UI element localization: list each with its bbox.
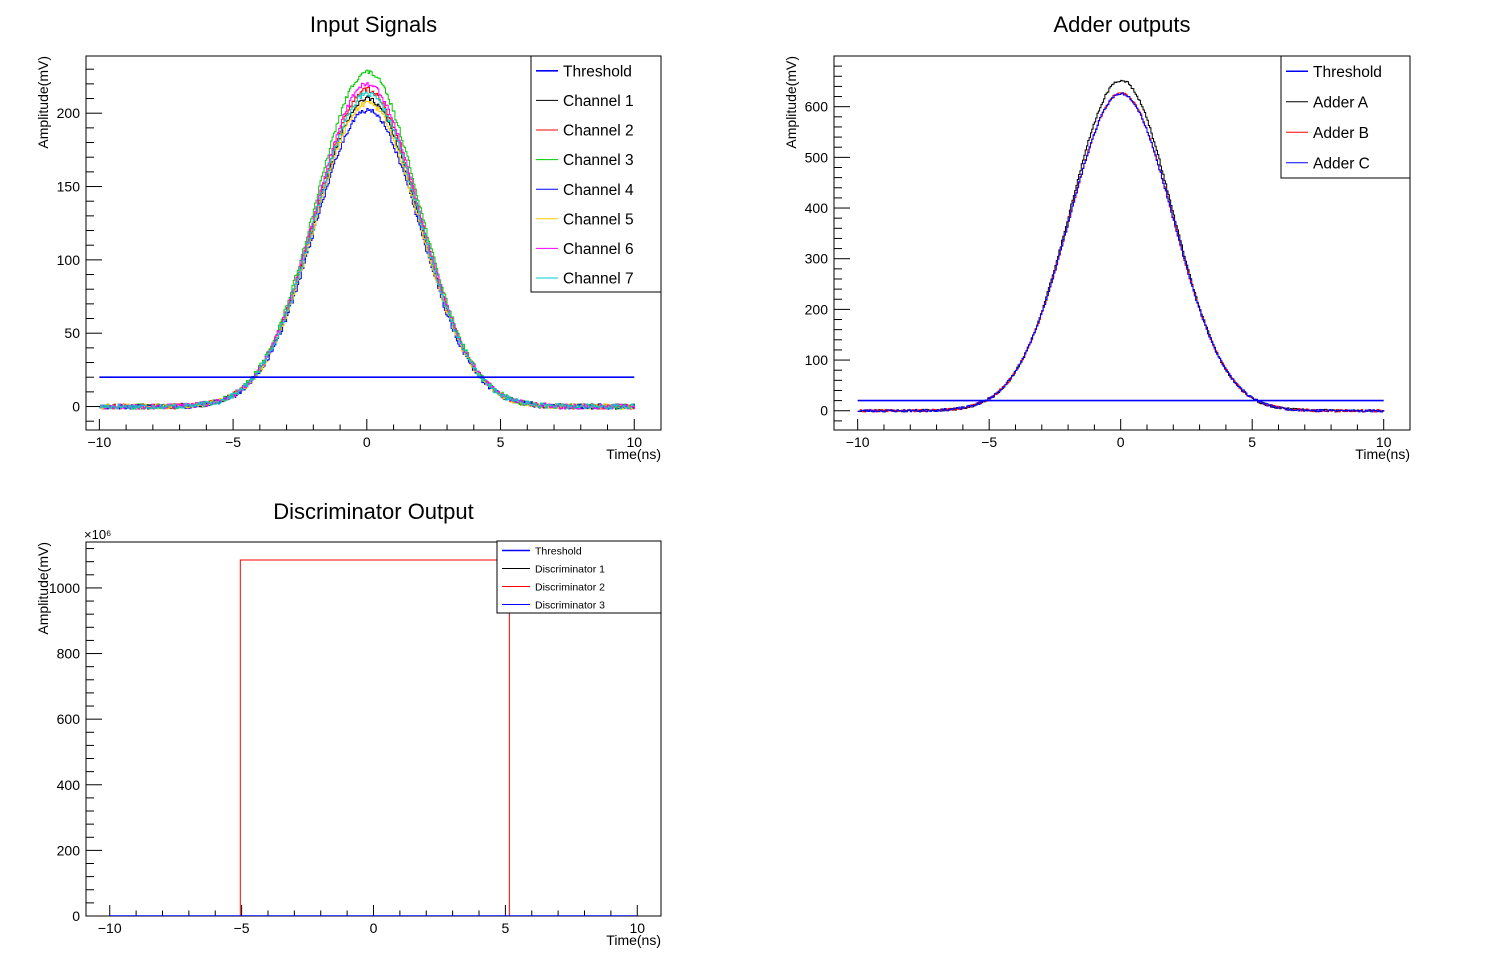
legend-label: Channel 3	[563, 152, 634, 169]
y-tick-label: 200	[57, 105, 81, 121]
y-tick-label: 1000	[49, 580, 80, 596]
y-tick-label: 200	[805, 301, 829, 317]
series-line-discriminator-2	[109, 559, 638, 916]
y-tick-label: 0	[72, 399, 80, 415]
legend-box	[496, 540, 662, 614]
x-tick-label: −5	[234, 920, 250, 936]
chart-title: Input Signals	[310, 12, 437, 37]
y-axis-label: Amplitude(mV)	[783, 56, 799, 149]
x-tick-label: −10	[98, 920, 122, 936]
legend-label: Adder A	[1313, 94, 1369, 111]
x-tick-label: 5	[501, 920, 509, 936]
x-axis-label: Time(ns)	[606, 446, 661, 462]
y-tick-label: 100	[805, 352, 829, 368]
x-tick-label: −10	[87, 434, 111, 450]
y-tick-label: 400	[805, 200, 829, 216]
x-tick-label: 5	[1248, 434, 1256, 450]
series-line-adder-c	[857, 92, 1385, 413]
legend-label: Threshold	[563, 63, 632, 80]
legend-label: Channel 5	[563, 211, 634, 228]
x-tick-label: 10	[626, 434, 642, 450]
x-tick-label: −5	[981, 434, 997, 450]
x-tick-label: 10	[1376, 434, 1392, 450]
y-tick-label: 600	[57, 711, 81, 727]
y-tick-label: 150	[57, 179, 81, 195]
x-tick-label: 5	[497, 434, 505, 450]
y-tick-label: 600	[805, 99, 829, 115]
x-tick-label: −5	[225, 434, 241, 450]
discriminator-output-panel: Discriminator Output −10 −5 0 5 10 0 200 400 600 8…	[35, 499, 662, 948]
legend-label: Channel 1	[563, 93, 634, 110]
adder-outputs-panel: Adder outputs−10 −5 0 5 10010020030040050060…	[783, 12, 1411, 462]
legend-label: Adder C	[1313, 155, 1370, 172]
y-tick-label: 0	[72, 908, 80, 924]
y-tick-label: 100	[57, 252, 81, 268]
legend-label: Discriminator 3	[535, 599, 605, 611]
legend-box	[1280, 55, 1411, 179]
legend-label: Channel 2	[563, 123, 634, 140]
plot-frame	[833, 55, 1411, 431]
y-axis-label: Amplitude(mV)	[35, 542, 51, 635]
legend-label: Channel 6	[563, 241, 634, 258]
legend-label: Discriminator 1	[535, 563, 605, 575]
legend-label: Adder B	[1313, 125, 1369, 142]
legend-label: Channel 7	[563, 271, 634, 288]
series-line-channel-7	[99, 91, 635, 410]
x-tick-label: 0	[370, 920, 378, 936]
legend-label: Channel 4	[563, 182, 634, 199]
x-axis-label: Time(ns)	[606, 932, 661, 948]
x-tick-label: 0	[1117, 434, 1125, 450]
y-tick-label: 0	[820, 403, 828, 419]
y-tick-label: 400	[57, 777, 81, 793]
y-tick-label: 300	[805, 251, 829, 267]
legend-box	[530, 55, 662, 293]
x-axis-label: Time(ns)	[1355, 446, 1410, 462]
legend-label: Threshold	[535, 545, 582, 557]
legend-label: Discriminator 2	[535, 581, 605, 593]
chart-title: Adder outputs	[1054, 12, 1191, 37]
legend-label: Threshold	[1313, 64, 1382, 81]
x-tick-label: 0	[363, 434, 371, 450]
x-tick-label: −10	[846, 434, 870, 450]
y-tick-label: 800	[57, 646, 81, 662]
y-tick-label: 500	[805, 149, 829, 165]
input-signals-panel: Input Signals−10 −5 0 5 10050100150200Time(n…	[35, 12, 662, 462]
y-tick-label: 200	[57, 842, 81, 858]
y-exponent-label: ×10⁶	[84, 527, 111, 542]
chart-title: Discriminator Output	[273, 499, 474, 524]
y-axis-label: Amplitude(mV)	[35, 56, 51, 149]
x-tick-label: 10	[629, 920, 645, 936]
y-tick-label: 50	[64, 325, 80, 341]
